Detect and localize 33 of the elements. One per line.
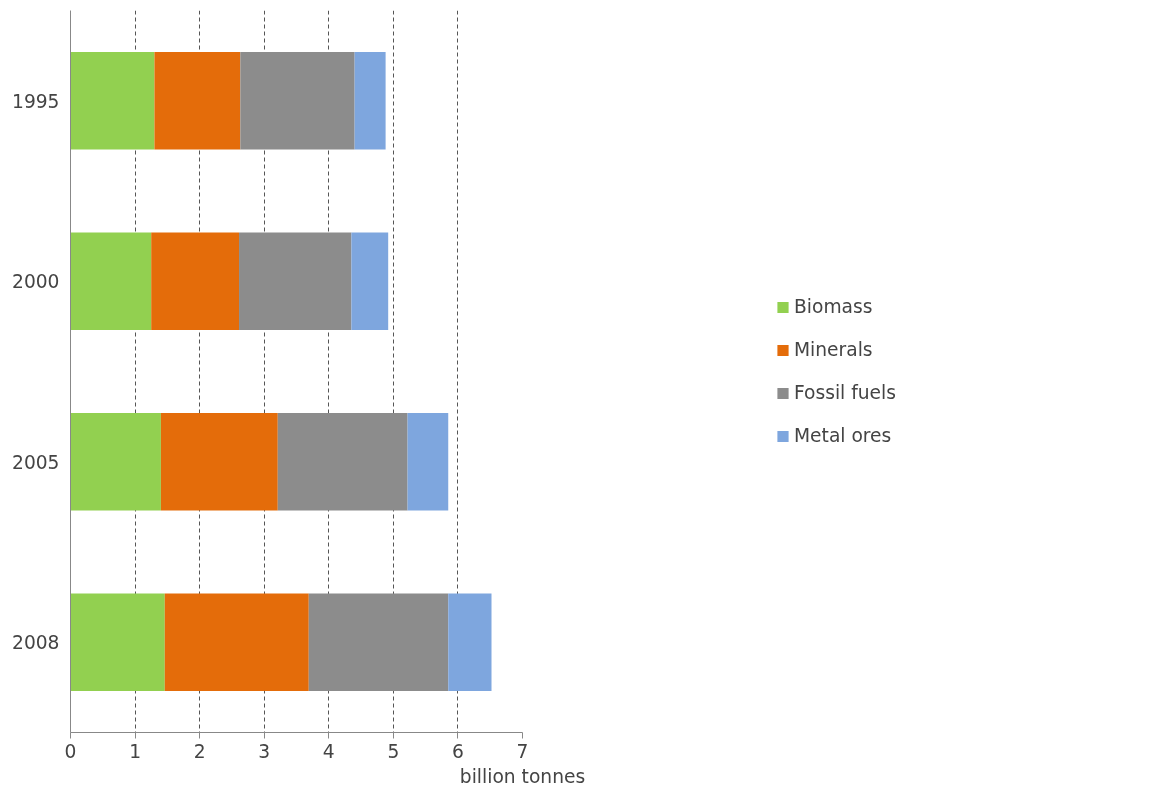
x-tick-label: 0	[64, 740, 77, 762]
bar	[277, 413, 408, 511]
bar	[154, 52, 241, 150]
bar	[70, 52, 155, 150]
bar	[351, 232, 389, 330]
x-tick-label: 4	[322, 740, 335, 762]
legend-label: Metal ores	[794, 425, 892, 446]
bar	[354, 52, 386, 150]
x-tick-label: 3	[258, 740, 271, 762]
x-tick-label: 6	[451, 740, 464, 762]
bar	[308, 593, 449, 691]
y-tick-label: 2005	[12, 451, 60, 473]
bar	[160, 413, 278, 511]
bar	[151, 232, 240, 330]
y-tick-label: 2008	[12, 632, 60, 654]
bar	[70, 232, 152, 330]
bar	[70, 593, 165, 691]
bar	[70, 413, 161, 511]
bar	[407, 413, 449, 511]
legend-label: Biomass	[794, 296, 873, 317]
legend-label: Minerals	[794, 339, 873, 360]
x-tick-label: 5	[387, 740, 400, 762]
bar	[164, 593, 309, 691]
bar	[448, 593, 492, 691]
x-tick-label: 7	[516, 740, 529, 762]
x-axis-title: billion tonnes	[459, 765, 586, 787]
bar	[240, 52, 355, 150]
y-tick-label: 2000	[12, 271, 60, 293]
bar	[239, 232, 352, 330]
y-tick-label: 1995	[12, 90, 60, 112]
x-tick-label: 2	[193, 740, 206, 762]
x-tick-label: 1	[129, 740, 142, 762]
legend-label: Fossil fuels	[794, 382, 896, 403]
